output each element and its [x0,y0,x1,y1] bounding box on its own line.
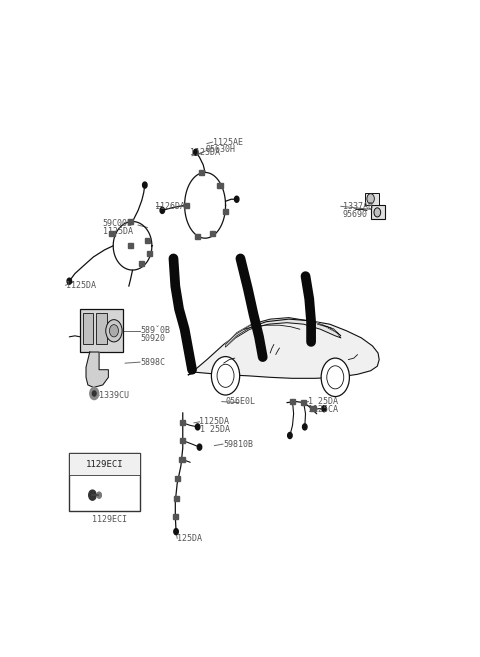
Bar [69,453,140,511]
Bar [83,313,94,344]
Bar [109,231,115,236]
Bar [145,238,150,243]
Bar [173,514,178,519]
Bar [217,183,223,188]
Bar [290,399,295,404]
Text: 95690: 95690 [343,210,368,219]
Polygon shape [226,317,341,347]
Circle shape [302,424,307,430]
Bar [365,193,379,205]
Bar [180,420,185,425]
Circle shape [193,149,198,155]
Bar [174,496,179,501]
Bar [301,400,306,405]
Bar [128,243,133,248]
Text: 1125CA: 1125CA [309,405,338,414]
Circle shape [367,194,374,204]
Polygon shape [86,352,108,388]
Bar [371,206,385,219]
Bar [195,234,200,239]
Circle shape [97,492,101,498]
Text: 1125DA: 1125DA [190,148,220,156]
Bar [96,313,107,344]
Text: 1 25DA: 1 25DA [309,397,338,406]
Circle shape [288,432,292,438]
Circle shape [67,278,72,284]
Text: 1 25DA: 1 25DA [200,425,229,434]
Circle shape [321,358,349,397]
Text: 589ˇ0B: 589ˇ0B [140,327,170,335]
Circle shape [90,388,99,399]
Text: 1339CU: 1339CU [99,391,129,400]
Circle shape [92,391,96,396]
Polygon shape [188,319,379,378]
Circle shape [174,529,178,535]
Bar [199,170,204,175]
Circle shape [109,325,119,337]
Circle shape [143,182,147,188]
Bar [184,203,189,208]
Circle shape [322,405,326,412]
Bar [180,438,185,443]
Circle shape [195,424,200,430]
Polygon shape [226,323,259,346]
Text: 59810B: 59810B [223,440,253,449]
Bar [128,219,133,224]
Bar [69,453,140,475]
Bar [223,209,228,214]
Text: 5898C: 5898C [140,357,165,367]
Text: 056E0L: 056E0L [226,397,255,406]
Text: 125DA: 125DA [177,533,202,543]
Text: 1125DA: 1125DA [66,281,96,290]
Circle shape [369,196,372,201]
Bar [311,406,315,411]
Polygon shape [317,323,341,336]
Text: 1126DA: 1126DA [155,202,185,211]
Bar [147,251,152,256]
Circle shape [211,357,240,395]
Text: 1337AB: 1337AB [343,202,373,211]
Circle shape [89,490,96,500]
Bar [210,231,215,236]
Text: 95630H: 95630H [205,145,235,154]
Circle shape [234,196,239,202]
Text: 59C00E: 59C00E [103,219,133,228]
Bar [175,476,180,481]
Text: 1125DA: 1125DA [103,227,133,236]
Circle shape [160,208,165,214]
Circle shape [374,208,381,217]
Circle shape [106,320,122,342]
Circle shape [197,444,202,450]
Bar [180,457,185,462]
Text: 1129ECI: 1129ECI [92,516,127,524]
Text: 1129ECI: 1129ECI [86,460,123,468]
Text: 50920: 50920 [140,334,165,344]
Text: 1125AE: 1125AE [213,137,242,147]
Bar [81,309,123,352]
Bar [139,261,144,266]
Text: 1125DA: 1125DA [200,417,229,426]
